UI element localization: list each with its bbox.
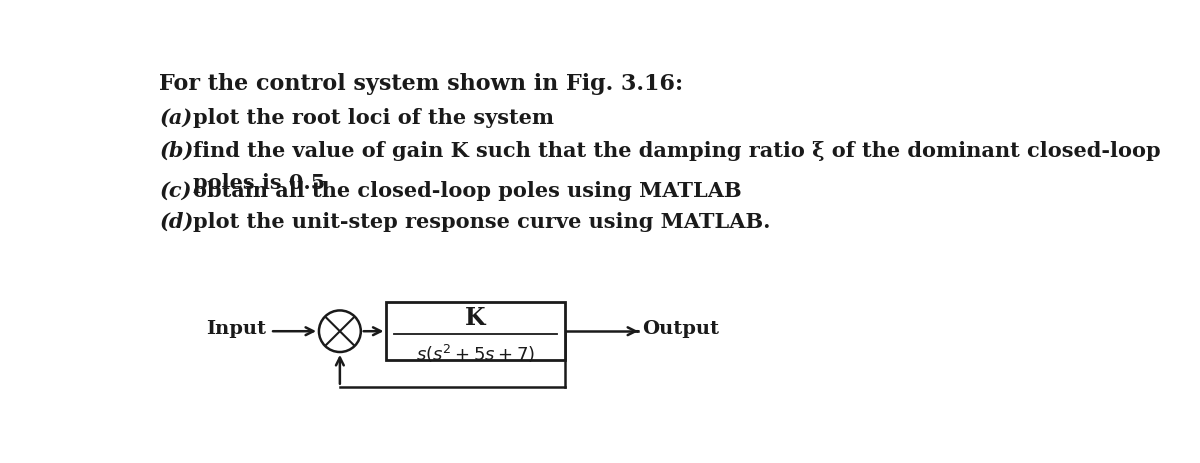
- Text: plot the root loci of the system: plot the root loci of the system: [193, 108, 553, 128]
- Text: obtain all the closed-loop poles using MATLAB: obtain all the closed-loop poles using M…: [193, 181, 742, 201]
- Text: K: K: [466, 306, 486, 330]
- FancyBboxPatch shape: [386, 302, 565, 360]
- Text: (a): (a): [160, 108, 192, 128]
- Text: (c): (c): [160, 181, 192, 201]
- Text: (d): (d): [160, 212, 193, 232]
- Text: find the value of gain K such that the damping ratio ξ of the dominant closed-lo: find the value of gain K such that the d…: [193, 141, 1160, 161]
- Text: For the control system shown in Fig. 3.16:: For the control system shown in Fig. 3.1…: [160, 73, 684, 95]
- Text: Output: Output: [642, 320, 719, 338]
- Text: (b): (b): [160, 141, 193, 161]
- Text: poles is 0.5: poles is 0.5: [193, 173, 325, 194]
- Text: $s(s^2 +5s +7)$: $s(s^2 +5s +7)$: [416, 343, 535, 364]
- Text: Input: Input: [206, 320, 266, 338]
- Text: plot the unit-step response curve using MATLAB.: plot the unit-step response curve using …: [193, 212, 770, 232]
